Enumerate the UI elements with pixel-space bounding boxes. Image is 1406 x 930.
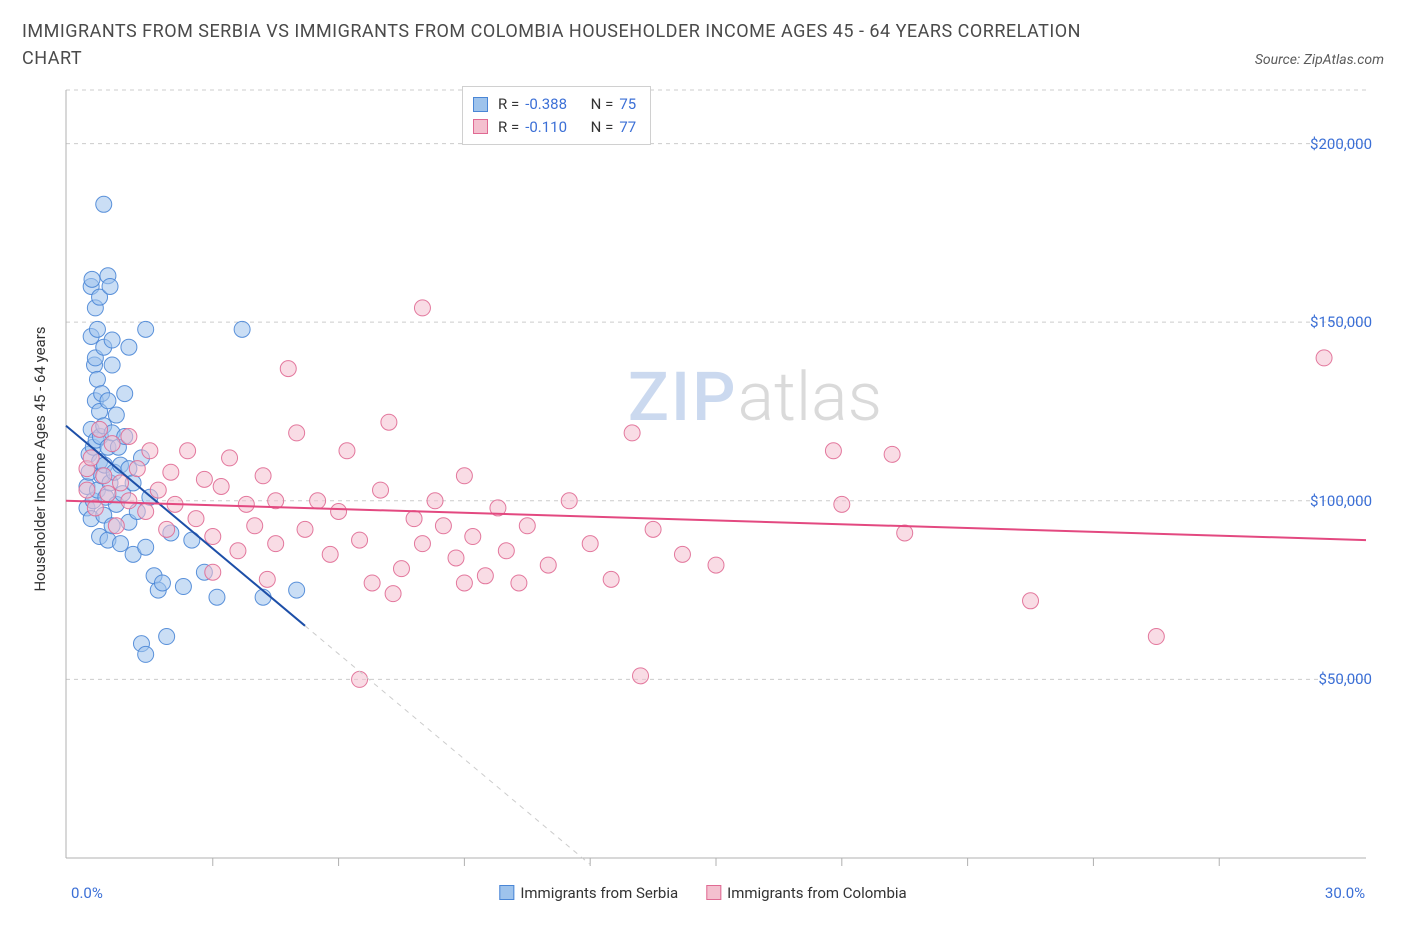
ytick-label: $50,000 xyxy=(1318,670,1372,688)
stat-n-label: N = xyxy=(583,93,613,116)
legend-swatch xyxy=(706,885,721,900)
correlation-stats-box: R = -0.388 N = 75R = -0.110 N = 77 xyxy=(462,86,651,145)
xtick-label-right: 30.0% xyxy=(1325,884,1365,902)
stat-n-value: 77 xyxy=(619,116,636,139)
chart-area: Householder Income Ages 45 - 64 years ZI… xyxy=(22,80,1384,900)
ytick-label: $200,000 xyxy=(1310,135,1372,153)
xtick-label-left: 0.0% xyxy=(71,884,103,902)
ytick-label: $150,000 xyxy=(1310,313,1372,331)
ytick-label: $100,000 xyxy=(1310,492,1372,510)
legend-label: Immigrants from Serbia xyxy=(520,884,678,902)
legend-label: Immigrants from Colombia xyxy=(727,884,907,902)
stat-n-value: 75 xyxy=(619,93,636,116)
stat-row: R = -0.110 N = 77 xyxy=(473,116,636,139)
legend-bottom: Immigrants from Serbia Immigrants from Co… xyxy=(499,884,906,902)
stat-r-label: R = xyxy=(498,93,519,116)
stat-row: R = -0.388 N = 75 xyxy=(473,93,636,116)
stat-r-value: -0.388 xyxy=(525,93,577,116)
chart-source: Source: ZipAtlas.com xyxy=(1255,52,1384,72)
chart-title: IMMIGRANTS FROM SERBIA VS IMMIGRANTS FRO… xyxy=(22,18,1122,72)
stat-swatch xyxy=(473,97,488,112)
stat-n-label: N = xyxy=(583,116,613,139)
chart-svg xyxy=(22,80,1384,900)
legend-swatch xyxy=(499,885,514,900)
stat-r-label: R = xyxy=(498,116,519,139)
legend-item: Immigrants from Colombia xyxy=(706,884,907,902)
legend-item: Immigrants from Serbia xyxy=(499,884,678,902)
stat-r-value: -0.110 xyxy=(525,116,577,139)
stat-swatch xyxy=(473,119,488,134)
